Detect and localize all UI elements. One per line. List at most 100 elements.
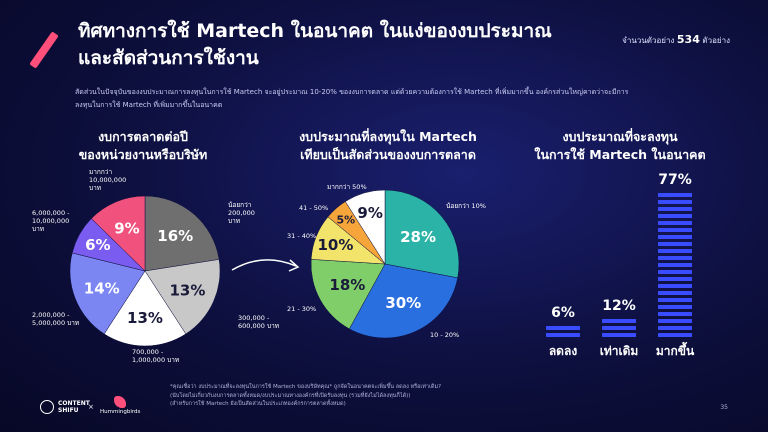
bar-0-segment-0 <box>546 333 580 337</box>
pie1-category-label-1-1: 600,000 บาท <box>238 322 279 330</box>
logo1-line-1: CONTENT <box>58 400 90 407</box>
bar-2-segment-16 <box>658 221 692 225</box>
bar-2-segment-1 <box>658 326 692 330</box>
bar-2-segment-7 <box>658 284 692 288</box>
description-line-2: ลงทุนในการใช้ Martech ที่เพิ่มมากขึ้นในอ… <box>75 101 223 109</box>
bar-1-category-label: เท่าเดิม <box>600 344 639 358</box>
pie2-slice-1 <box>349 263 458 339</box>
bar-2-segment-17 <box>658 214 692 218</box>
bar-2-segment-14 <box>658 235 692 239</box>
bar-1-value-label: 12% <box>602 298 636 314</box>
pie1-slice-1-value: 13% <box>169 281 205 299</box>
bar-1-segment-0 <box>602 333 636 337</box>
pie1-category-label-4-0: 6,000,000 - <box>32 209 70 217</box>
pie2-slice-5-value: 9% <box>357 204 382 222</box>
bar-2-category-label: มากขึ้น <box>656 341 695 358</box>
bar-2-segment-4 <box>658 305 692 309</box>
pie2-slice-2-value: 18% <box>329 276 365 294</box>
bar-2-value-label: 77% <box>658 172 692 188</box>
bar-2-segment-0 <box>658 333 692 337</box>
chart3-title-line-1: งบประมาณที่จะลงทุน <box>562 129 678 144</box>
logo1-line-2: SHIFU <box>58 407 79 414</box>
logo-separator: × <box>88 403 94 411</box>
chart2-title-line-2: เทียบเป็นสัดส่วนของงบการตลาด <box>300 147 476 162</box>
pie1-slice-5 <box>91 195 146 272</box>
pie1-slice-3 <box>69 252 146 335</box>
pie1-category-label-1-0: 300,000 - <box>238 314 270 322</box>
hummingbirds-logo: Hummingbirds <box>100 396 140 415</box>
pie1-slice-5-value: 9% <box>114 220 139 238</box>
bar-0-value-label: 6% <box>551 305 575 321</box>
pie1-slice-3-value: 14% <box>84 279 120 297</box>
bar-2-segment-10 <box>658 263 692 267</box>
bar-2-segment-2 <box>658 319 692 323</box>
pie1-category-label-5-1: 10,000,000 <box>89 176 126 184</box>
pie1-category-label-0-0: น้อยกว่า <box>228 201 252 209</box>
pie1-slice-0-value: 16% <box>157 227 193 245</box>
footnote: *คุณเชื่อว่า งบประมาณที่จะลงทุนในการใช้ … <box>170 383 630 409</box>
pie1-category-label-5-0: มากกว่า <box>89 168 112 176</box>
pie2-slice-0-value: 28% <box>400 228 436 246</box>
pie2-category-label-0: น้อยกว่า 10% <box>446 202 486 210</box>
bar-0-category-label: ลดลง <box>549 344 578 358</box>
pie1-category-label-5-2: บาท <box>89 184 101 192</box>
page-title: ทิศทางการใช้ Martech ในอนาคต ในแง่ของงบป… <box>78 18 598 72</box>
chart1-title-line-1: งบการตลาดต่อปี <box>98 129 188 144</box>
pie1-category-label-3-0: 2,000,000 - <box>32 311 70 319</box>
pie2-slice-0 <box>384 189 460 279</box>
pie2-category-label-4: 41 - 50% <box>299 204 328 212</box>
footnote-line-1: *คุณเชื่อว่า งบประมาณที่จะลงทุนในการใช้ … <box>170 384 441 390</box>
page-number: 35 <box>720 404 728 411</box>
pie1-slice-2 <box>103 270 187 347</box>
bar-2-segment-11 <box>658 256 692 260</box>
footnote-line-3: (สำหรับการใช้ Martech ยังเป็นสัดส่วนในปร… <box>170 401 346 407</box>
pie1-category-label-4-1: 10,000,000 <box>32 217 69 225</box>
pie2-slice-1-value: 30% <box>385 294 421 312</box>
bar-2-segment-12 <box>658 249 692 253</box>
bar-2-segment-8 <box>658 277 692 281</box>
bar-2-segment-15 <box>658 228 692 232</box>
pie1-category-label-2-1: 1,000,000 บาท <box>132 356 179 364</box>
bar-1-segment-2 <box>602 319 636 323</box>
bar-2-segment-13 <box>658 242 692 246</box>
pie2-category-label-5: มากกว่า 50% <box>327 183 367 191</box>
content-shifu-logo: CONTENT SHIFU <box>40 400 90 414</box>
bar-2-segment-18 <box>658 207 692 211</box>
pie1-slice-0 <box>144 195 220 272</box>
pie1-category-label-0-2: บาท <box>228 217 240 225</box>
footnote-line-2: (นับโดยไม่เกี่ยวกับงบการตลาดทั้งหมด/งบปร… <box>170 392 411 399</box>
chart1-title-line-2: ของหน่วยงานหรือบริษัท <box>78 147 208 162</box>
chart2-title: งบประมาณที่ลงทุนใน Martech เทียบเป็นสัดส… <box>268 128 508 164</box>
bar-2-segment-6 <box>658 291 692 295</box>
pie1-slice-2-value: 13% <box>127 309 163 327</box>
bar-2-segment-5 <box>658 298 692 302</box>
chart3-title: งบประมาณที่จะลงทุน ในการใช้ Martech ในอน… <box>520 128 720 164</box>
description: สัดส่วนในปัจจุบันของงบประมาณการลงทุนในกา… <box>75 86 675 112</box>
pie2-slice-5 <box>345 189 386 265</box>
pie1-category-label-2-0: 700,000 - <box>132 348 164 356</box>
pie1-category-label-0-1: 200,000 <box>228 209 255 217</box>
arrow-icon <box>231 259 300 272</box>
content-shifu-logo-mark <box>40 400 54 414</box>
bar-2-segment-19 <box>658 200 692 204</box>
pie2-category-label-1: 10 - 20% <box>430 331 459 339</box>
title-line-1: ทิศทางการใช้ Martech ในอนาคต ในแง่ของงบป… <box>78 20 552 42</box>
sample-size: จำนวนตัวอย่าง 534 ตัวอย่าง <box>622 33 730 47</box>
pie1-category-label-3-1: 5,000,000 บาท <box>32 319 79 327</box>
pie2-category-label-2: 21 - 30% <box>287 305 316 313</box>
pie2-slice-2 <box>310 259 386 330</box>
sample-prefix: จำนวนตัวอย่าง <box>622 36 675 45</box>
logo2-text: Hummingbirds <box>100 409 141 415</box>
bar-1-segment-1 <box>602 326 636 330</box>
chart2-title-line-1: งบประมาณที่ลงทุนใน Martech <box>299 129 477 144</box>
pie2-category-label-3: 31 - 40% <box>287 232 316 240</box>
sample-suffix: ตัวอย่าง <box>702 36 730 45</box>
pie1-slice-1 <box>144 259 221 335</box>
chart3-title-line-2: ในการใช้ Martech ในอนาคต <box>534 147 706 162</box>
bar-0-segment-1 <box>546 326 580 330</box>
pie2-slice-3-value: 10% <box>318 236 354 254</box>
pie1-slice-4-value: 6% <box>85 236 110 254</box>
title-line-2: และสัดส่วนการใช้งาน <box>78 47 259 69</box>
